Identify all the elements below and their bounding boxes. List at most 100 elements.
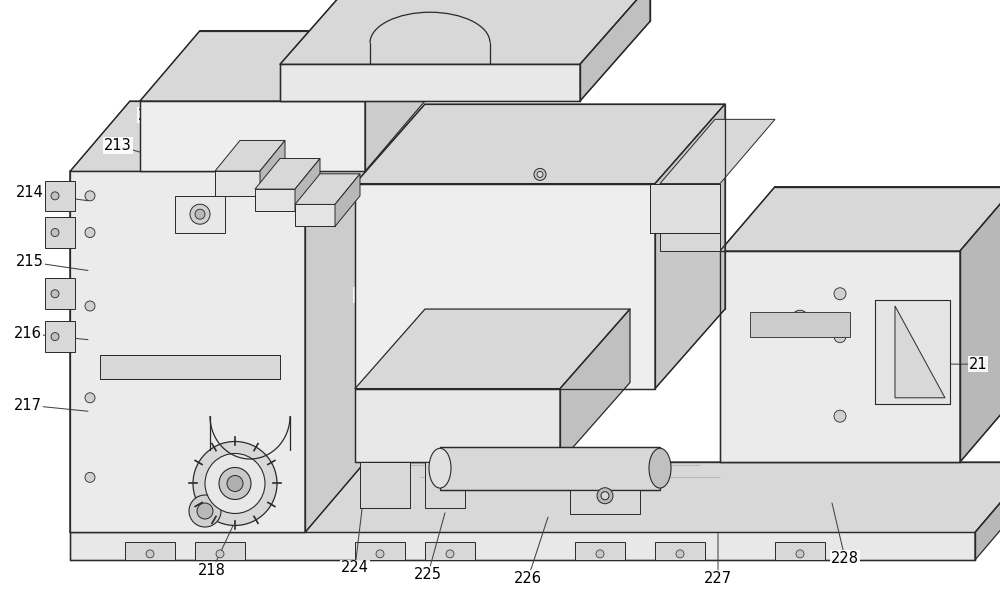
Text: 218: 218: [198, 563, 226, 578]
Circle shape: [51, 289, 59, 298]
Circle shape: [51, 192, 59, 200]
Circle shape: [537, 171, 543, 177]
Polygon shape: [580, 0, 650, 101]
Polygon shape: [305, 101, 365, 532]
Text: 227: 227: [704, 571, 732, 586]
Polygon shape: [70, 462, 1000, 532]
Polygon shape: [70, 532, 975, 560]
Circle shape: [85, 301, 95, 311]
Text: 222: 222: [504, 245, 532, 259]
Circle shape: [195, 209, 205, 219]
Polygon shape: [215, 141, 285, 171]
Polygon shape: [255, 189, 295, 211]
Circle shape: [51, 228, 59, 237]
Polygon shape: [125, 542, 175, 560]
Ellipse shape: [429, 449, 451, 488]
Polygon shape: [875, 300, 950, 404]
Polygon shape: [70, 171, 305, 532]
Polygon shape: [295, 174, 360, 204]
Text: 214: 214: [16, 185, 44, 200]
Polygon shape: [355, 542, 405, 560]
Polygon shape: [720, 187, 1000, 251]
Circle shape: [197, 503, 213, 519]
Polygon shape: [360, 462, 410, 508]
Circle shape: [534, 168, 546, 181]
Circle shape: [601, 491, 609, 500]
Circle shape: [190, 204, 210, 224]
Circle shape: [796, 314, 804, 323]
Circle shape: [193, 441, 277, 526]
Circle shape: [51, 332, 59, 341]
Polygon shape: [895, 306, 945, 398]
Text: 217: 217: [14, 398, 42, 412]
Circle shape: [376, 550, 384, 558]
Text: 216: 216: [14, 326, 42, 341]
Polygon shape: [45, 217, 75, 248]
Polygon shape: [560, 309, 630, 462]
Text: 211: 211: [174, 78, 202, 93]
Circle shape: [189, 495, 221, 527]
Polygon shape: [215, 171, 260, 196]
Circle shape: [676, 550, 684, 558]
Circle shape: [216, 550, 224, 558]
Text: 213: 213: [104, 138, 132, 153]
Polygon shape: [660, 119, 775, 184]
Polygon shape: [295, 159, 320, 211]
Circle shape: [596, 550, 604, 558]
Polygon shape: [195, 542, 245, 560]
Polygon shape: [100, 355, 280, 379]
Circle shape: [796, 550, 804, 558]
Polygon shape: [355, 389, 560, 462]
Text: 226: 226: [514, 571, 542, 586]
Polygon shape: [335, 174, 360, 226]
Text: 215: 215: [16, 255, 44, 269]
Polygon shape: [355, 309, 630, 389]
Polygon shape: [355, 184, 655, 389]
Text: 21: 21: [969, 357, 987, 371]
Text: 225: 225: [414, 567, 442, 581]
Polygon shape: [650, 184, 720, 233]
Circle shape: [834, 330, 846, 343]
Polygon shape: [570, 490, 640, 514]
Polygon shape: [960, 187, 1000, 462]
Polygon shape: [295, 204, 335, 226]
Circle shape: [834, 410, 846, 422]
Polygon shape: [280, 64, 580, 101]
Circle shape: [146, 550, 154, 558]
Text: 223: 223: [354, 288, 382, 302]
Circle shape: [205, 453, 265, 513]
Polygon shape: [45, 321, 75, 352]
Polygon shape: [660, 184, 720, 251]
Polygon shape: [140, 101, 365, 171]
Polygon shape: [255, 159, 320, 189]
Circle shape: [219, 468, 251, 499]
Polygon shape: [775, 542, 825, 560]
Polygon shape: [655, 542, 705, 560]
Circle shape: [227, 476, 243, 491]
Polygon shape: [975, 462, 1000, 560]
Polygon shape: [425, 542, 475, 560]
Polygon shape: [750, 312, 850, 337]
Text: 224: 224: [341, 561, 369, 575]
Circle shape: [85, 191, 95, 201]
Circle shape: [85, 472, 95, 482]
Ellipse shape: [649, 449, 671, 488]
Polygon shape: [425, 462, 465, 508]
Polygon shape: [280, 0, 650, 64]
Circle shape: [85, 228, 95, 237]
Polygon shape: [365, 31, 425, 171]
Polygon shape: [720, 251, 960, 462]
Polygon shape: [260, 141, 285, 196]
Text: 221: 221: [524, 210, 552, 225]
Polygon shape: [45, 278, 75, 309]
Text: 228: 228: [831, 551, 859, 565]
Polygon shape: [175, 196, 225, 233]
Circle shape: [446, 550, 454, 558]
Circle shape: [834, 288, 846, 300]
Circle shape: [85, 393, 95, 403]
Polygon shape: [140, 31, 425, 101]
Polygon shape: [70, 101, 365, 171]
Circle shape: [792, 310, 808, 326]
Polygon shape: [355, 104, 725, 184]
Circle shape: [597, 488, 613, 504]
